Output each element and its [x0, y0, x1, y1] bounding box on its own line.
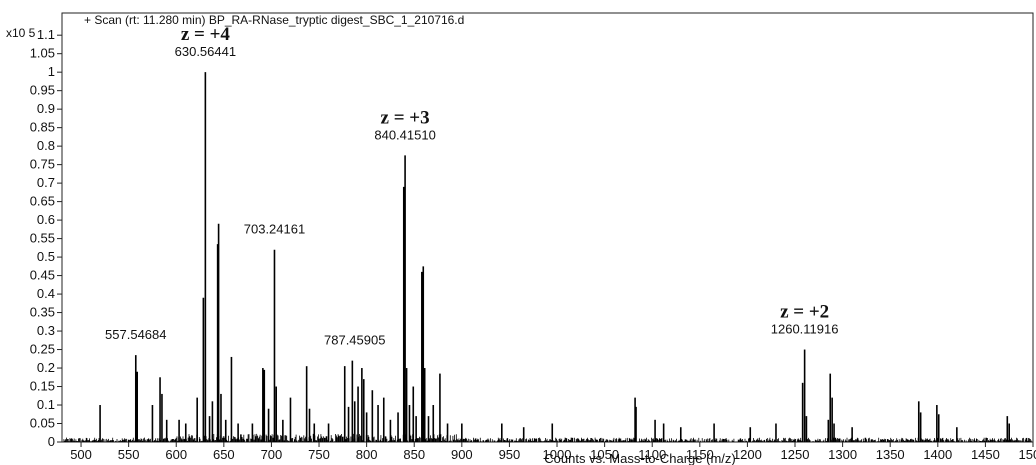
y-tick-label-0: 0 — [48, 434, 55, 449]
peaks-layer — [99, 72, 1011, 442]
y-tick-label-22: 1.1 — [37, 27, 55, 42]
x-tick-label-750: 750 — [308, 447, 330, 462]
y-tick-label-1: 0.05 — [30, 416, 55, 431]
y-tick-label-13: 0.65 — [30, 194, 55, 209]
y-tick-label-14: 0.7 — [37, 175, 55, 190]
x-tick-label-1250: 1250 — [781, 447, 810, 462]
charge-label-4: z = +3 — [381, 107, 430, 128]
axes-layer: 500 550 600 650 700 750 800 850 900 950 1000 1050 11… — [30, 27, 1036, 462]
y-tick-label-20: 1 — [48, 64, 55, 79]
y-tick-label-11: 0.55 — [30, 231, 55, 246]
x-tick-label-850: 850 — [403, 447, 425, 462]
peak-label-0: 557.54684 — [105, 327, 166, 342]
x-tick-label-550: 550 — [118, 447, 140, 462]
y-tick-label-15: 0.75 — [30, 157, 55, 172]
peak-label-1: 630.56441 — [175, 44, 236, 59]
y-tick-label-4: 0.2 — [37, 360, 55, 375]
y-tick-label-10: 0.5 — [37, 249, 55, 264]
noise-path — [63, 433, 1032, 442]
y-tick-label-19: 0.95 — [30, 83, 55, 98]
y-tick-label-6: 0.3 — [37, 323, 55, 338]
x-tick-label-1150: 1150 — [686, 447, 714, 462]
peak-label-3: 787.45905 — [324, 333, 385, 348]
y-tick-label-21: 1.05 — [30, 46, 55, 61]
x-tick-label-800: 800 — [356, 447, 378, 462]
charge-label-1: z = +4 — [181, 24, 231, 45]
y-tick-label-2: 0.1 — [37, 397, 55, 412]
x-axis-label: Counts vs. Mass-to-Charge (m/z) — [544, 451, 735, 465]
y-tick-label-18: 0.9 — [37, 101, 55, 116]
x-tick-label-1050: 1050 — [590, 447, 619, 462]
chart-title: + Scan (rt: 11.280 min) BP_RA-RNase_tryp… — [84, 13, 464, 27]
y-tick-label-7: 0.35 — [30, 305, 55, 320]
x-tick-label-700: 700 — [261, 447, 283, 462]
y-tick-label-17: 0.85 — [30, 120, 55, 135]
y-scale-label: x10 5 — [6, 26, 36, 40]
x-tick-label-900: 900 — [451, 447, 473, 462]
y-tick-label-16: 0.8 — [37, 138, 55, 153]
x-tick-label-1400: 1400 — [923, 447, 952, 462]
x-tick-label-1300: 1300 — [828, 447, 857, 462]
peak-label-5: 1260.11916 — [771, 322, 839, 337]
y-tick-label-5: 0.25 — [30, 342, 55, 357]
x-tick-label-1450: 1450 — [971, 447, 1000, 462]
x-tick-label-1000: 1000 — [543, 447, 572, 462]
peak-label-2: 703.24161 — [244, 222, 305, 237]
y-tick-label-3: 0.15 — [30, 379, 55, 394]
x-tick-label-600: 600 — [165, 447, 187, 462]
charge-label-5: z = +2 — [780, 302, 829, 323]
y-tick-label-8: 0.4 — [37, 286, 55, 301]
baseline-noise — [63, 433, 1032, 442]
x-tick-label-1350: 1350 — [876, 447, 905, 462]
x-tick-label-950: 950 — [499, 447, 521, 462]
x-tick-label-650: 650 — [213, 447, 235, 462]
y-tick-label-9: 0.45 — [30, 268, 55, 283]
y-tick-label-12: 0.6 — [37, 212, 55, 227]
x-tick-label-500: 500 — [70, 447, 92, 462]
x-tick-label-1200: 1200 — [733, 447, 762, 462]
x-tick-label-1100: 1100 — [638, 447, 666, 462]
peak-label-4: 840.41510 — [374, 127, 435, 142]
